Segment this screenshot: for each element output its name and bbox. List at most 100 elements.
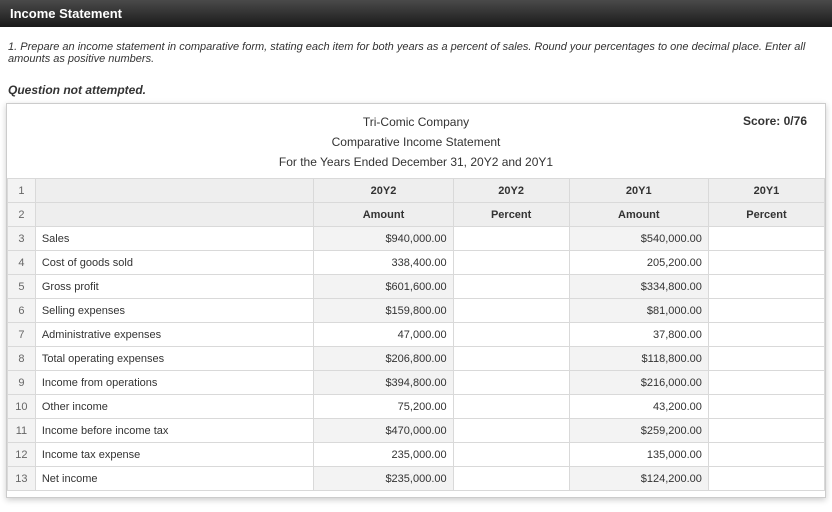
- y2-amount-cell[interactable]: $394,800.00: [314, 371, 453, 395]
- y2-amount-cell[interactable]: $159,800.00: [314, 299, 453, 323]
- y1-amount-cell[interactable]: $81,000.00: [569, 299, 708, 323]
- row-label: Net income: [35, 467, 314, 491]
- y1-amount-cell[interactable]: 43,200.00: [569, 395, 708, 419]
- y1-amount-cell[interactable]: $334,800.00: [569, 275, 708, 299]
- table-row: 8Total operating expenses$206,800.00 $118…: [8, 347, 825, 371]
- col-y1-percent: Percent: [708, 203, 824, 227]
- table-row: 6Selling expenses$159,800.00 $81,000.00: [8, 299, 825, 323]
- table-row: 11Income before income tax$470,000.00 $25…: [8, 419, 825, 443]
- y2-percent-cell[interactable]: [453, 467, 569, 491]
- y2-percent-cell[interactable]: [453, 347, 569, 371]
- col-y1-amount: Amount: [569, 203, 708, 227]
- table-header-row-2: 2 Amount Percent Amount Percent: [8, 203, 825, 227]
- page-header: Income Statement: [0, 0, 832, 27]
- y1-percent-cell[interactable]: [708, 323, 824, 347]
- row-number: 12: [8, 443, 36, 467]
- row-number: 10: [8, 395, 36, 419]
- y2-percent-cell[interactable]: [453, 227, 569, 251]
- y1-percent-cell[interactable]: [708, 419, 824, 443]
- row-label: Other income: [35, 395, 314, 419]
- company-name: Tri-Comic Company: [7, 112, 825, 132]
- y1-percent-cell[interactable]: [708, 395, 824, 419]
- row-number: 11: [8, 419, 36, 443]
- table-row: 4Cost of goods sold338,400.00 205,200.00: [8, 251, 825, 275]
- table-row: 10Other income75,200.00 43,200.00: [8, 395, 825, 419]
- col-y2-pct: 20Y2: [453, 179, 569, 203]
- instruction-text: 1. Prepare an income statement in compar…: [0, 27, 832, 73]
- y1-amount-cell[interactable]: $259,200.00: [569, 419, 708, 443]
- row-label: Cost of goods sold: [35, 251, 314, 275]
- row-label: Income tax expense: [35, 443, 314, 467]
- y2-percent-cell[interactable]: [453, 395, 569, 419]
- row-number: 7: [8, 323, 36, 347]
- row-label: Gross profit: [35, 275, 314, 299]
- y1-amount-cell[interactable]: 135,000.00: [569, 443, 708, 467]
- report-name: Comparative Income Statement: [7, 132, 825, 152]
- y1-percent-cell[interactable]: [708, 347, 824, 371]
- y2-amount-cell[interactable]: $235,000.00: [314, 467, 453, 491]
- table-row: 9Income from operations$394,800.00$216,0…: [8, 371, 825, 395]
- y1-amount-cell[interactable]: 205,200.00: [569, 251, 708, 275]
- row-number: 5: [8, 275, 36, 299]
- col-y2: 20Y2: [314, 179, 453, 203]
- y2-percent-cell[interactable]: [453, 323, 569, 347]
- row-number: 13: [8, 467, 36, 491]
- y2-percent-cell[interactable]: [453, 371, 569, 395]
- row-label: Total operating expenses: [35, 347, 314, 371]
- row-number: 8: [8, 347, 36, 371]
- page-title: Income Statement: [10, 6, 122, 21]
- y1-percent-cell[interactable]: [708, 371, 824, 395]
- row-label: Selling expenses: [35, 299, 314, 323]
- y1-percent-cell[interactable]: [708, 467, 824, 491]
- y1-percent-cell[interactable]: [708, 443, 824, 467]
- y2-percent-cell[interactable]: [453, 299, 569, 323]
- row-number: 2: [8, 203, 36, 227]
- y2-percent-cell[interactable]: [453, 251, 569, 275]
- col-blank2: [35, 203, 314, 227]
- row-label: Administrative expenses: [35, 323, 314, 347]
- score-label: Score: 0/76: [743, 114, 807, 128]
- y1-amount-cell[interactable]: 37,800.00: [569, 323, 708, 347]
- row-label: Income from operations: [35, 371, 314, 395]
- row-number: 6: [8, 299, 36, 323]
- y1-amount-cell[interactable]: $216,000.00: [569, 371, 708, 395]
- col-y1-pct: 20Y1: [708, 179, 824, 203]
- y2-amount-cell[interactable]: $940,000.00: [314, 227, 453, 251]
- row-number: 1: [8, 179, 36, 203]
- y1-amount-cell[interactable]: $118,800.00: [569, 347, 708, 371]
- y2-amount-cell[interactable]: $601,600.00: [314, 275, 453, 299]
- row-number: 3: [8, 227, 36, 251]
- y1-percent-cell[interactable]: [708, 275, 824, 299]
- worksheet: Score: 0/76 Tri-Comic Company Comparativ…: [6, 103, 826, 498]
- table-header-row-1: 1 20Y2 20Y2 20Y1 20Y1: [8, 179, 825, 203]
- y1-percent-cell[interactable]: [708, 299, 824, 323]
- col-y2-amount: Amount: [314, 203, 453, 227]
- col-blank: [35, 179, 314, 203]
- y2-amount-cell[interactable]: $470,000.00: [314, 419, 453, 443]
- table-row: 13Net income$235,000.00 $124,200.00: [8, 467, 825, 491]
- report-titles: Tri-Comic Company Comparative Income Sta…: [7, 104, 825, 172]
- row-label: Income before income tax: [35, 419, 314, 443]
- col-y1: 20Y1: [569, 179, 708, 203]
- table-row: 3Sales$940,000.00 $540,000.00: [8, 227, 825, 251]
- income-table: 1 20Y2 20Y2 20Y1 20Y1 2 Amount Percent A…: [7, 178, 825, 491]
- y1-amount-cell[interactable]: $124,200.00: [569, 467, 708, 491]
- y1-percent-cell[interactable]: [708, 227, 824, 251]
- table-row: 5Gross profit$601,600.00 $334,800.00: [8, 275, 825, 299]
- y2-amount-cell[interactable]: 75,200.00: [314, 395, 453, 419]
- question-status: Question not attempted.: [0, 73, 832, 103]
- table-row: 7Administrative expenses47,000.00 37,800.…: [8, 323, 825, 347]
- y1-amount-cell[interactable]: $540,000.00: [569, 227, 708, 251]
- col-y2-percent: Percent: [453, 203, 569, 227]
- y2-amount-cell[interactable]: 235,000.00: [314, 443, 453, 467]
- report-period: For the Years Ended December 31, 20Y2 an…: [7, 152, 825, 172]
- y2-percent-cell[interactable]: [453, 275, 569, 299]
- y2-percent-cell[interactable]: [453, 419, 569, 443]
- y2-percent-cell[interactable]: [453, 443, 569, 467]
- y2-amount-cell[interactable]: 47,000.00: [314, 323, 453, 347]
- y2-amount-cell[interactable]: 338,400.00: [314, 251, 453, 275]
- y2-amount-cell[interactable]: $206,800.00: [314, 347, 453, 371]
- row-number: 4: [8, 251, 36, 275]
- y1-percent-cell[interactable]: [708, 251, 824, 275]
- row-label: Sales: [35, 227, 314, 251]
